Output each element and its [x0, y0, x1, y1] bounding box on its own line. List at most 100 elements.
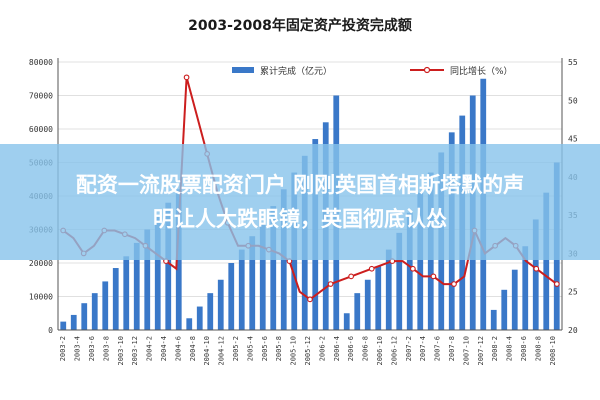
bar: [123, 256, 130, 330]
legend-bar-swatch: [232, 67, 254, 73]
bar: [217, 279, 224, 330]
x-tick-label: 2004-10: [203, 336, 211, 366]
ad-banner-line-2: 明让人大跌眼镜，英国彻底认怂: [153, 207, 447, 231]
x-tick-label: 2008-4: [506, 336, 514, 361]
x-tick-label: 2003-10: [117, 336, 125, 366]
bar: [270, 206, 277, 330]
line-point: [327, 281, 334, 287]
bar: [81, 303, 88, 330]
right-tick-label: 55: [568, 58, 578, 67]
bar: [532, 219, 539, 330]
ad-banner-line-1: 配资一流股票配资门户 刚刚英国首相斯塔默的声: [75, 173, 525, 197]
left-tick-label: 70000: [29, 92, 53, 101]
bar: [102, 281, 109, 330]
line-point: [307, 296, 313, 303]
bar: [406, 212, 413, 330]
x-tick-label: 2006-2: [318, 336, 326, 361]
bar: [354, 293, 361, 330]
x-tick-label: 2008-6: [520, 336, 528, 361]
x-tick-label: 2004-6: [174, 336, 182, 361]
bar: [238, 249, 245, 330]
bar: [165, 202, 172, 330]
line-point: [348, 273, 354, 280]
x-tick-label: 2006-12: [390, 336, 398, 366]
legend-bar-label: 累计完成（亿元）: [260, 65, 332, 77]
x-tick-label: 2007-10: [462, 336, 470, 366]
ad-banner-overlay[interactable]: 配资一流股票配资门户 刚刚英国首相斯塔默的声 明让人大跌眼镜，英国彻底认怂: [0, 144, 600, 260]
bar: [343, 313, 350, 330]
left-tick-label: 10000: [29, 293, 53, 302]
chart-title: 2003-2008年固定资产投资完成额: [188, 17, 412, 34]
left-tick-label: 80000: [29, 58, 53, 67]
left-tick-label: 20000: [29, 259, 53, 268]
bar: [91, 293, 98, 330]
bar: [259, 222, 266, 330]
bar: [196, 306, 203, 330]
x-tick-label: 2003-12: [131, 336, 139, 366]
bar: [490, 309, 497, 330]
x-tick-label: 2005-2: [232, 336, 240, 361]
bar: [133, 242, 140, 330]
line-point: [533, 265, 540, 272]
x-tick-label: 2003-2: [59, 336, 67, 361]
bar: [112, 268, 119, 330]
legend-line-marker: [423, 66, 431, 74]
x-tick-label: 2006-8: [362, 336, 370, 361]
x-tick-label: 2006-4: [333, 336, 341, 361]
x-tick-label: 2004-2: [146, 336, 154, 361]
x-tick-label: 2005-12: [304, 336, 312, 366]
x-tick-label: 2006-6: [347, 336, 355, 361]
left-tick-label: 0: [48, 326, 53, 335]
x-tick-label: 2008-10: [549, 336, 557, 366]
x-tick-label: 2005-6: [261, 336, 269, 361]
x-tick-label: 2007-6: [434, 336, 442, 361]
bar: [417, 192, 424, 330]
bar: [375, 266, 382, 330]
x-tick-label: 2007-2: [405, 336, 413, 361]
x-tick-label: 2003-8: [102, 336, 110, 361]
bar: [70, 314, 77, 330]
bar: [396, 232, 403, 330]
bar: [154, 216, 161, 330]
bar: [511, 269, 518, 330]
bar: [543, 192, 550, 330]
x-tick-label: 2008-8: [534, 336, 542, 361]
bar: [249, 236, 256, 330]
x-tick-label: 2004-4: [160, 336, 168, 361]
bar: [522, 246, 529, 330]
x-tick-label: 2003-4: [74, 336, 82, 361]
right-tick-label: 45: [568, 135, 578, 144]
bar: [60, 321, 67, 330]
line-point: [554, 281, 560, 287]
line-point: [430, 273, 437, 280]
x-tick-label: 2004-8: [189, 336, 197, 361]
bar: [385, 249, 392, 330]
legend-line-label: 同比增长（%）: [450, 65, 513, 77]
bar: [364, 279, 371, 330]
x-tick-label: 2007-12: [477, 336, 485, 366]
x-tick-label: 2007-8: [448, 336, 456, 361]
x-tick-label: 2005-8: [275, 336, 283, 361]
line-point: [368, 265, 375, 272]
right-tick-label: 20: [568, 326, 578, 335]
x-tick-label: 2008-2: [491, 336, 499, 361]
x-axis-ticks: 2003-2 2003-4 2003-6 2003-8 2003-10 2003-12 20…: [59, 336, 557, 366]
line-point: [410, 265, 416, 272]
x-tick-label: 2004-12: [218, 336, 226, 366]
line-point: [451, 281, 457, 287]
left-tick-label: 60000: [29, 125, 53, 134]
bar: [228, 263, 235, 330]
right-tick-label: 50: [568, 96, 578, 105]
x-tick-label: 2006-10: [376, 336, 384, 366]
line-point: [183, 74, 190, 81]
bar: [501, 289, 508, 330]
legend: 累计完成（亿元） 同比增长（%）: [232, 65, 513, 77]
bar: [144, 229, 151, 330]
right-tick-label: 25: [568, 288, 578, 297]
x-tick-label: 2005-4: [246, 336, 254, 361]
x-tick-label: 2007-4: [419, 336, 427, 361]
x-tick-label: 2005-10: [290, 336, 298, 366]
bar: [207, 293, 214, 330]
x-tick-label: 2003-6: [88, 336, 96, 361]
